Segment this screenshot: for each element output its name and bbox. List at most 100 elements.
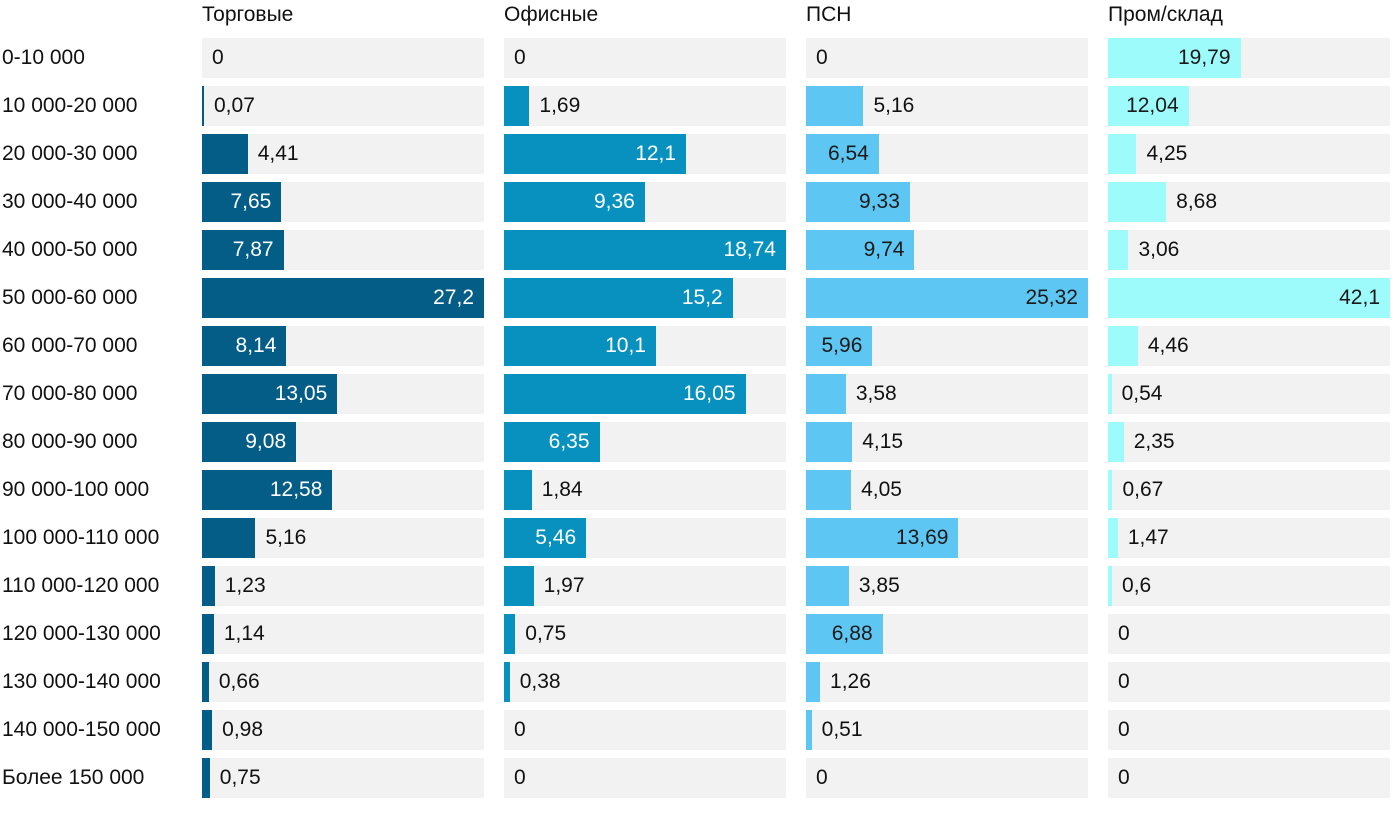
bar-track: 0 <box>202 38 484 78</box>
bar <box>202 470 333 510</box>
bar <box>202 422 297 462</box>
data-label: 1,23 <box>224 574 266 597</box>
data-label: 0,07 <box>214 94 255 117</box>
bar <box>202 134 248 174</box>
bar-track: 0 <box>806 758 1088 798</box>
bar <box>1108 38 1241 78</box>
bar-track: 9,36 <box>504 182 786 222</box>
bar-track: 1,69 <box>504 86 786 126</box>
bar <box>806 662 821 702</box>
bar <box>806 422 853 462</box>
data-label: 13,05 <box>274 382 328 405</box>
bar-track: 0,51 <box>806 710 1088 750</box>
bar <box>1108 134 1137 174</box>
bar-track: 1,14 <box>202 614 484 654</box>
data-label: 0 <box>1118 670 1130 693</box>
bar-track: 6,35 <box>504 422 786 462</box>
bar-track: 0 <box>1108 758 1390 798</box>
bar-track: 0 <box>1108 710 1390 750</box>
bar <box>202 758 210 798</box>
bar-track: 9,08 <box>202 422 484 462</box>
bar <box>806 614 883 654</box>
data-label: 12,58 <box>269 478 323 501</box>
bar <box>202 374 338 414</box>
data-label: 0,67 <box>1122 478 1164 501</box>
data-label: 3,06 <box>1138 238 1180 261</box>
bar <box>806 710 812 750</box>
panel-title: Офисные <box>504 3 599 26</box>
bar <box>1108 374 1112 414</box>
bar <box>202 326 287 366</box>
data-label: 4,41 <box>257 142 299 165</box>
bar <box>202 518 256 558</box>
category-label: 100 000-110 000 <box>2 526 160 549</box>
bar-track: 5,16 <box>202 518 484 558</box>
bar <box>1108 422 1124 462</box>
bar-track: 0,66 <box>202 662 484 702</box>
bar <box>504 326 656 366</box>
bar <box>504 230 786 270</box>
data-label: 13,69 <box>895 526 949 549</box>
bar-track: 4,25 <box>1108 134 1390 174</box>
data-label: 7,87 <box>232 238 274 261</box>
bar <box>202 662 209 702</box>
bar <box>504 374 746 414</box>
bar-track: 0,6 <box>1108 566 1390 606</box>
data-label: 12,04 <box>1126 94 1179 117</box>
bar-track: 0 <box>1108 662 1390 702</box>
bar-track: 0,07 <box>202 86 484 126</box>
bar-track: 15,2 <box>504 278 786 318</box>
bar <box>1108 182 1167 222</box>
data-label: 3,58 <box>855 382 897 405</box>
category-label: 20 000-30 000 <box>2 142 138 165</box>
data-label: 0 <box>1118 718 1130 741</box>
data-label: 1,69 <box>539 94 581 117</box>
bar-track: 0,54 <box>1108 374 1390 414</box>
bar <box>1108 470 1113 510</box>
bar-track: 0,75 <box>202 758 484 798</box>
bar-track: 3,58 <box>806 374 1088 414</box>
bar <box>202 614 214 654</box>
bar <box>806 518 959 558</box>
data-label: 0,6 <box>1122 574 1152 597</box>
bar <box>1108 566 1113 606</box>
data-label: 2,35 <box>1133 430 1175 453</box>
bar <box>504 518 587 558</box>
bar-track: 4,46 <box>1108 326 1390 366</box>
category-label: 80 000-90 000 <box>2 430 138 453</box>
bar-track: 13,05 <box>202 374 484 414</box>
category-label: 120 000-130 000 <box>2 622 161 645</box>
bar <box>806 182 910 222</box>
bar-track: 9,74 <box>806 230 1088 270</box>
data-label: 6,88 <box>831 622 873 645</box>
data-label: 9,74 <box>863 238 905 261</box>
data-label: 0 <box>1118 622 1130 645</box>
bar-track: 5,96 <box>806 326 1088 366</box>
bar <box>1108 86 1189 126</box>
bar-track: 8,14 <box>202 326 484 366</box>
data-label: 16,05 <box>682 382 736 405</box>
bar <box>504 422 600 462</box>
bar-track: 2,35 <box>1108 422 1390 462</box>
bar <box>806 470 852 510</box>
bar-track: 18,74 <box>504 230 786 270</box>
bar-track: 27,2 <box>202 278 484 318</box>
data-label: 0 <box>816 46 828 69</box>
category-label: 90 000-100 000 <box>2 478 150 501</box>
bar-track: 7,65 <box>202 182 484 222</box>
bar-track: 0 <box>504 38 786 78</box>
data-label: 4,25 <box>1146 142 1188 165</box>
data-label: 8,68 <box>1176 190 1218 213</box>
data-label: 27,2 <box>433 286 474 309</box>
bar-track: 12,04 <box>1108 86 1390 126</box>
bar <box>806 326 873 366</box>
category-label: 0-10 000 <box>2 46 85 69</box>
bar <box>1108 326 1138 366</box>
bar-track: 0 <box>504 758 786 798</box>
bar <box>806 230 915 270</box>
data-label: 0 <box>514 766 526 789</box>
bar-track: 12,1 <box>504 134 786 174</box>
bar <box>1108 518 1118 558</box>
bar-track: 0,75 <box>504 614 786 654</box>
bar-track: 0,98 <box>202 710 484 750</box>
